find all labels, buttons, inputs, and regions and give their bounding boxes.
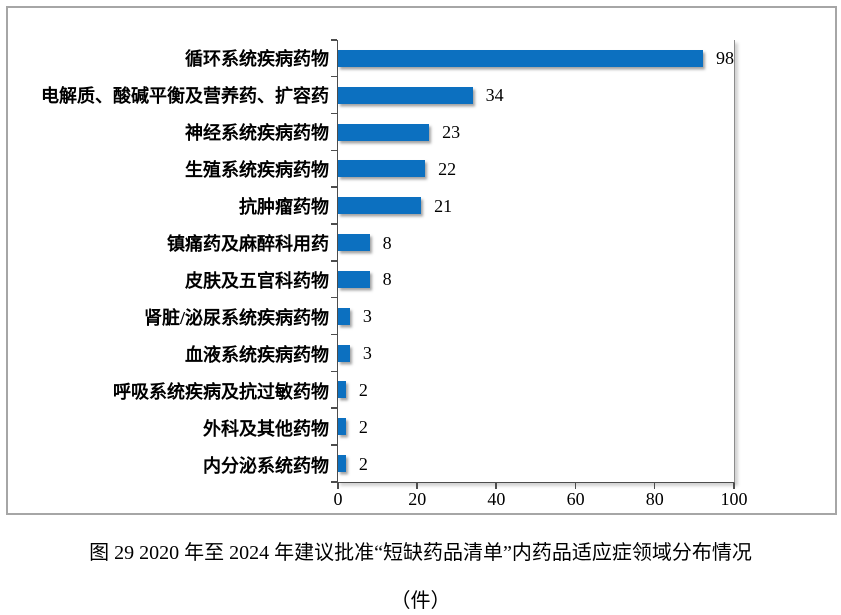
bar [338,418,346,436]
x-axis-tick-label: 40 [487,489,506,509]
bar-row: 2 [338,371,734,408]
bar-row: 3 [338,298,734,335]
category-label: 镇痛药及麻醉科用药 [167,234,329,255]
bar-row: 2 [338,408,734,445]
y-axis-tick [331,39,337,41]
x-axis-tick-label: 100 [720,489,748,509]
x-axis-tick [495,483,497,489]
bar-rows: 98 34 23 22 21 8 8 3 3 2 2 2 [338,40,734,482]
category-label: 呼吸系统疾病及抗过敏药物 [113,381,329,402]
bar [338,86,473,104]
bar-value-label: 34 [485,85,504,106]
x-axis-tick-label: 0 [333,489,343,509]
x-axis-tick [416,483,418,489]
x-axis-tick [337,483,339,489]
x-axis-tick [653,483,656,489]
y-axis-tick [331,149,337,151]
bar [338,307,350,325]
y-axis-ticks [331,39,337,483]
caption-title: 图 29 2020 年至 2024 年建议批准“短缺药品清单”内药品适应症领域分… [89,542,752,564]
plot-area: 98 34 23 22 21 8 8 3 3 2 2 2 0 20 40 60 80 100 [331,39,748,508]
bar-value-label: 8 [382,232,392,253]
y-axis-tick [331,75,337,78]
y-axis-tick [331,407,337,409]
category-label: 外科及其他药物 [203,418,329,439]
bar [338,455,346,473]
category-label: 电解质、酸碱平衡及营养药、扩容药 [41,86,329,107]
bar-value-label: 2 [358,416,368,437]
bar-value-label: 23 [442,122,461,143]
bar-row: 98 [338,40,734,77]
bar [338,270,370,288]
bar-value-label: 3 [362,306,372,327]
bar-row: 23 [338,114,734,151]
bar [338,123,430,141]
x-axis-tick [574,483,577,489]
bar-row: 8 [338,261,734,298]
bar [338,344,350,362]
chart-caption: 图 29 2020 年至 2024 年建议批准“短缺药品清单”内药品适应症领域分… [0,540,841,614]
bar-row: 3 [338,335,734,372]
y-axis-tick [331,481,337,483]
bar [338,197,422,215]
y-axis-tick [331,223,337,225]
x-axis-tick [733,483,735,489]
category-label: 神经系统疾病药物 [185,123,329,144]
category-label: 血液系统疾病药物 [185,344,329,365]
bar-row: 34 [338,77,734,114]
bar-row: 8 [338,224,734,261]
bar [338,234,370,252]
bar [338,381,346,399]
chart-frame: 循环系统疾病药物电解质、酸碱平衡及营养药、扩容药神经系统疾病药物 生殖系统疾病药物… [6,6,837,515]
bar-value-label: 2 [358,453,368,474]
caption-unit: （件） [390,590,451,612]
bar-value-label: 8 [382,269,392,290]
y-axis-tick [331,112,337,115]
y-axis-tick [331,296,337,299]
y-axis-tick [331,260,337,262]
y-axis-tick [331,186,337,188]
category-label: 内分泌系统药物 [203,455,329,476]
category-label: 抗肿瘤药物 [239,197,329,218]
x-axis-labels: 0 20 40 60 80 100 [334,482,748,510]
category-label: 皮肤及五官科药物 [185,270,329,291]
x-axis-ticks [337,483,735,489]
x-axis-tick-label: 80 [645,489,664,509]
bar-row: 21 [338,187,734,224]
bar-value-label: 22 [438,158,457,179]
bar [338,49,703,67]
bar-value-label: 21 [434,195,453,216]
bar-value-label: 98 [716,48,734,69]
category-label: 生殖系统疾病药物 [185,160,329,181]
x-axis-tick-label: 60 [566,489,585,509]
y-axis-tick [331,370,337,372]
y-axis-tick [331,333,337,336]
bar-row: 2 [338,445,734,482]
bar-row: 22 [338,150,734,187]
bar-value-label: 3 [362,343,372,364]
category-label: 肾脏/泌尿系统疾病药物 [144,307,329,328]
bar [338,160,426,178]
category-labels: 循环系统疾病药物电解质、酸碱平衡及营养药、扩容药神经系统疾病药物 生殖系统疾病药物… [14,40,329,483]
bar-value-label: 2 [358,379,368,400]
category-label: 循环系统疾病药物 [185,49,329,70]
y-axis-tick [331,444,337,446]
x-axis-tick-label: 20 [408,489,427,509]
